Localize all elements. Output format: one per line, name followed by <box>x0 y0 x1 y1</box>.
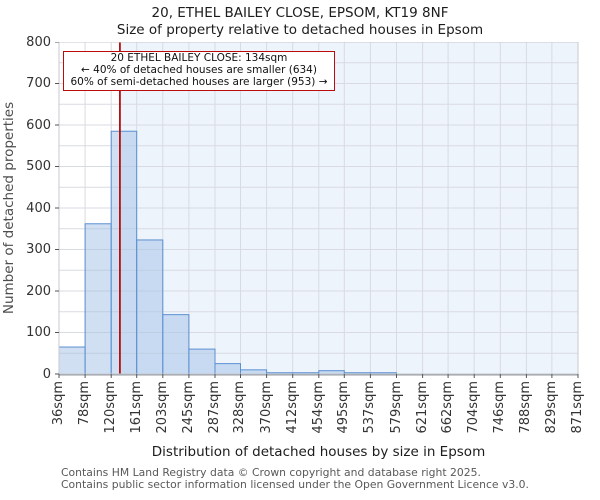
annotation-line-3: 60% of semi-detached houses are larger (… <box>70 75 328 88</box>
x-tick-label: 370sqm <box>258 381 274 434</box>
x-tick-label: 412sqm <box>284 381 300 434</box>
x-axis-label: Distribution of detached houses by size … <box>151 444 486 460</box>
y-tick-label: 400 <box>26 200 51 216</box>
x-tick-label: 328sqm <box>232 381 248 434</box>
x-tick-label: 704sqm <box>466 381 482 434</box>
x-tick-label: 161sqm <box>128 381 144 434</box>
y-tick-label: 600 <box>26 117 51 133</box>
x-tick-label: 537sqm <box>362 381 378 434</box>
x-tick-label: 579sqm <box>388 381 404 434</box>
footer-line-1: Contains HM Land Registry data © Crown c… <box>61 466 481 479</box>
chart-title: 20, ETHEL BAILEY CLOSE, EPSOM, KT19 8NF <box>151 5 449 21</box>
x-tick-label: 454sqm <box>310 381 326 434</box>
annotation-box: 20 ETHEL BAILEY CLOSE: 134sqm ← 40% of d… <box>63 51 335 91</box>
x-tick-label: 36sqm <box>51 381 66 426</box>
plot-area <box>55 42 579 378</box>
y-tick-label: 800 <box>26 34 51 50</box>
histogram-bar <box>239 369 268 375</box>
x-tick-label: 495sqm <box>336 381 352 434</box>
y-tick-label: 700 <box>26 76 51 91</box>
x-tick-label: 245sqm <box>180 381 196 434</box>
footer-line-2: Contains public sector information licen… <box>61 478 529 492</box>
x-tick-label: 78sqm <box>77 381 93 426</box>
annotation-line-2: ← 40% of detached houses are smaller (63… <box>81 63 317 76</box>
x-tick-label: 621sqm <box>414 381 430 434</box>
annotation-line-1: 20 ETHEL BAILEY CLOSE: 134sqm <box>110 52 288 64</box>
chart-subtitle: Size of property relative to detached ho… <box>116 22 484 38</box>
histogram-bar <box>136 239 164 375</box>
y-tick-label: 200 <box>26 283 51 299</box>
y-tick-label: 100 <box>26 325 51 340</box>
x-tick-label: 287sqm <box>207 381 222 434</box>
x-tick-label: 120sqm <box>103 381 119 434</box>
x-tick-label: 829sqm <box>543 381 559 434</box>
histogram-bar <box>214 363 241 375</box>
y-tick-label: 300 <box>26 242 51 257</box>
histogram-bar <box>188 348 216 375</box>
histogram-bar <box>110 130 138 375</box>
histogram-bar <box>162 314 190 375</box>
footer-attribution: Contains HM Land Registry data © Crown c… <box>61 466 529 492</box>
histogram-bar <box>84 223 112 375</box>
y-tick-label: 500 <box>26 159 51 174</box>
x-tick-label: 871sqm <box>570 381 585 434</box>
x-tick-label: 788sqm <box>518 381 534 434</box>
histogram-bar <box>58 346 86 375</box>
x-tick-label: 662sqm <box>440 381 456 434</box>
y-tick-label: 0 <box>42 366 51 382</box>
x-tick-label: 203sqm <box>154 381 170 434</box>
x-tick-label: 746sqm <box>492 381 508 434</box>
